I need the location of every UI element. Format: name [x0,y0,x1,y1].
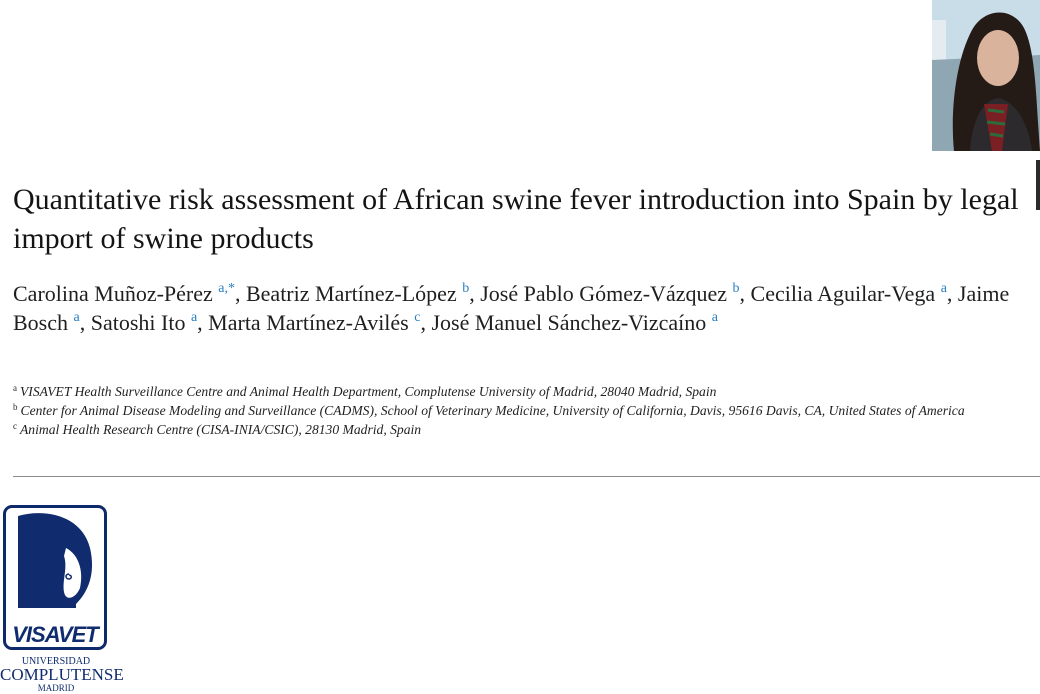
author-name[interactable]: José Manuel Sánchez-Vizcaíno [431,309,707,335]
affiliation-link[interactable]: a [73,309,80,325]
author-separator: , [197,309,209,335]
affiliation-link[interactable]: a, [218,281,228,296]
affiliation-link[interactable]: a [190,309,198,325]
author-photo [932,0,1040,151]
affiliation-mark: a [13,383,17,393]
logo-wordmark: VISAVET [12,622,99,647]
divider [13,476,1040,477]
author-separator: , [469,281,481,306]
affiliation-item: b Center for Animal Disease Modeling and … [13,401,1013,420]
author-name[interactable]: Cecilia Aguilar-Vega [750,281,936,306]
affiliation-text: VISAVET Health Surveillance Centre and A… [20,384,717,399]
author-name[interactable]: Beatriz Martínez-López [245,281,457,306]
affiliation-link[interactable]: b [732,281,740,296]
author-name[interactable]: José Pablo Gómez-Vázquez [480,281,728,306]
affiliation-mark: c [13,421,17,431]
author-name[interactable]: Jaime Bosch [13,281,1010,335]
affiliation-link[interactable]: b [462,281,470,296]
author-separator: , [234,281,246,306]
author-name[interactable]: Carolina Muñoz-Pérez [13,281,213,306]
university-line-1: UNIVERSIDAD [21,656,91,667]
visavet-logo: VISAVET [3,505,107,650]
paper-title: Quantitative risk assessment of African … [13,183,1019,255]
affiliation-list: a VISAVET Health Surveillance Centre and … [13,382,1013,439]
affiliation-link[interactable]: a [711,309,718,325]
university-line-2: COMPLUTENSE [0,665,124,684]
author-name[interactable]: Marta Martínez-Avilés [208,309,409,335]
affiliation-text: Center for Animal Disease Modeling and S… [20,403,965,418]
author-separator: , [79,309,91,335]
affiliation-text: Animal Health Research Centre (CISA-INIA… [20,422,422,437]
affiliation-link[interactable]: a [940,281,947,296]
affiliation-mark: b [13,402,18,412]
author-separator: , [739,281,751,306]
affiliation-item: a VISAVET Health Surveillance Centre and … [13,382,1013,401]
corresponding-author-mark[interactable]: * [227,281,235,296]
affiliation-link[interactable]: c [414,309,421,325]
author-separator: , [946,281,958,306]
affiliation-item: c Animal Health Research Centre (CISA-INI… [13,420,1013,439]
author-name[interactable]: Satoshi Ito [90,309,186,335]
author-list: Carolina Muñoz-Pérez a,*, Beatriz Martín… [13,280,1023,337]
visavet-emblem [18,513,93,608]
author-separator: , [420,309,432,335]
university-line-3: MADRID [37,683,75,693]
page-edge-mark [1036,160,1040,210]
